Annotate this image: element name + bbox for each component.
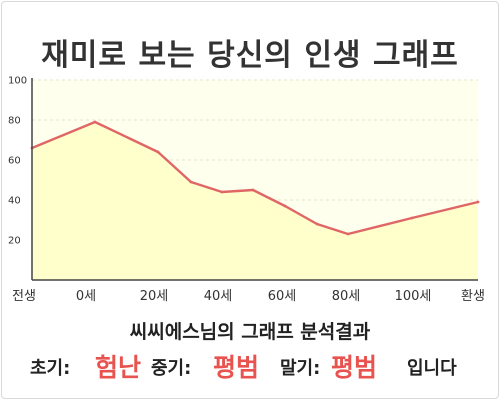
x-tick-label: 환생 [461,289,485,304]
x-tick-label: 60세 [268,289,297,304]
y-tick-label: 100 [8,76,27,87]
early-label: 초기: [30,358,71,379]
y-tick-label: 40 [8,196,21,207]
x-tick-label: 40세 [204,289,233,304]
data-point [315,222,319,226]
x-tick-label: 100세 [395,289,432,304]
y-tick-label: 60 [8,156,21,167]
data-point [476,200,480,204]
late-value: 평범 [331,353,378,382]
data-point [189,180,193,184]
y-tick-label: 80 [8,116,21,127]
x-tick-label: 20세 [140,289,169,304]
result-suffix: 입니다 [407,358,457,379]
analysis-result: 초기: 험난 중기: 평범 말기: 평범 입니다 [0,346,500,382]
series-area [32,122,478,280]
data-point [156,150,160,154]
data-point [410,216,414,220]
mid-value: 평범 [213,353,260,382]
x-tick-label: 80세 [332,289,361,304]
page-title: 재미로 보는 당신의 인생 그래프 [41,38,459,73]
data-point [251,188,255,192]
data-point [283,204,287,208]
data-point [346,232,350,236]
x-tick-label: 전생 [12,289,36,304]
x-tick-labels: 전생 0세 20세 40세 60세 80세 100세 환생 [12,289,485,304]
late-label: 말기: [280,358,321,379]
early-value: 험난 [95,353,142,382]
data-point [220,190,224,194]
analysis-subtitle: 씨씨에스님의 그래프 분석결과 [129,321,371,343]
data-point [93,120,97,124]
mid-label: 중기: [151,358,192,379]
y-tick-labels: 20 40 60 80 100 [8,76,27,247]
y-tick-label: 20 [8,236,21,247]
x-tick-label: 0세 [76,289,96,304]
